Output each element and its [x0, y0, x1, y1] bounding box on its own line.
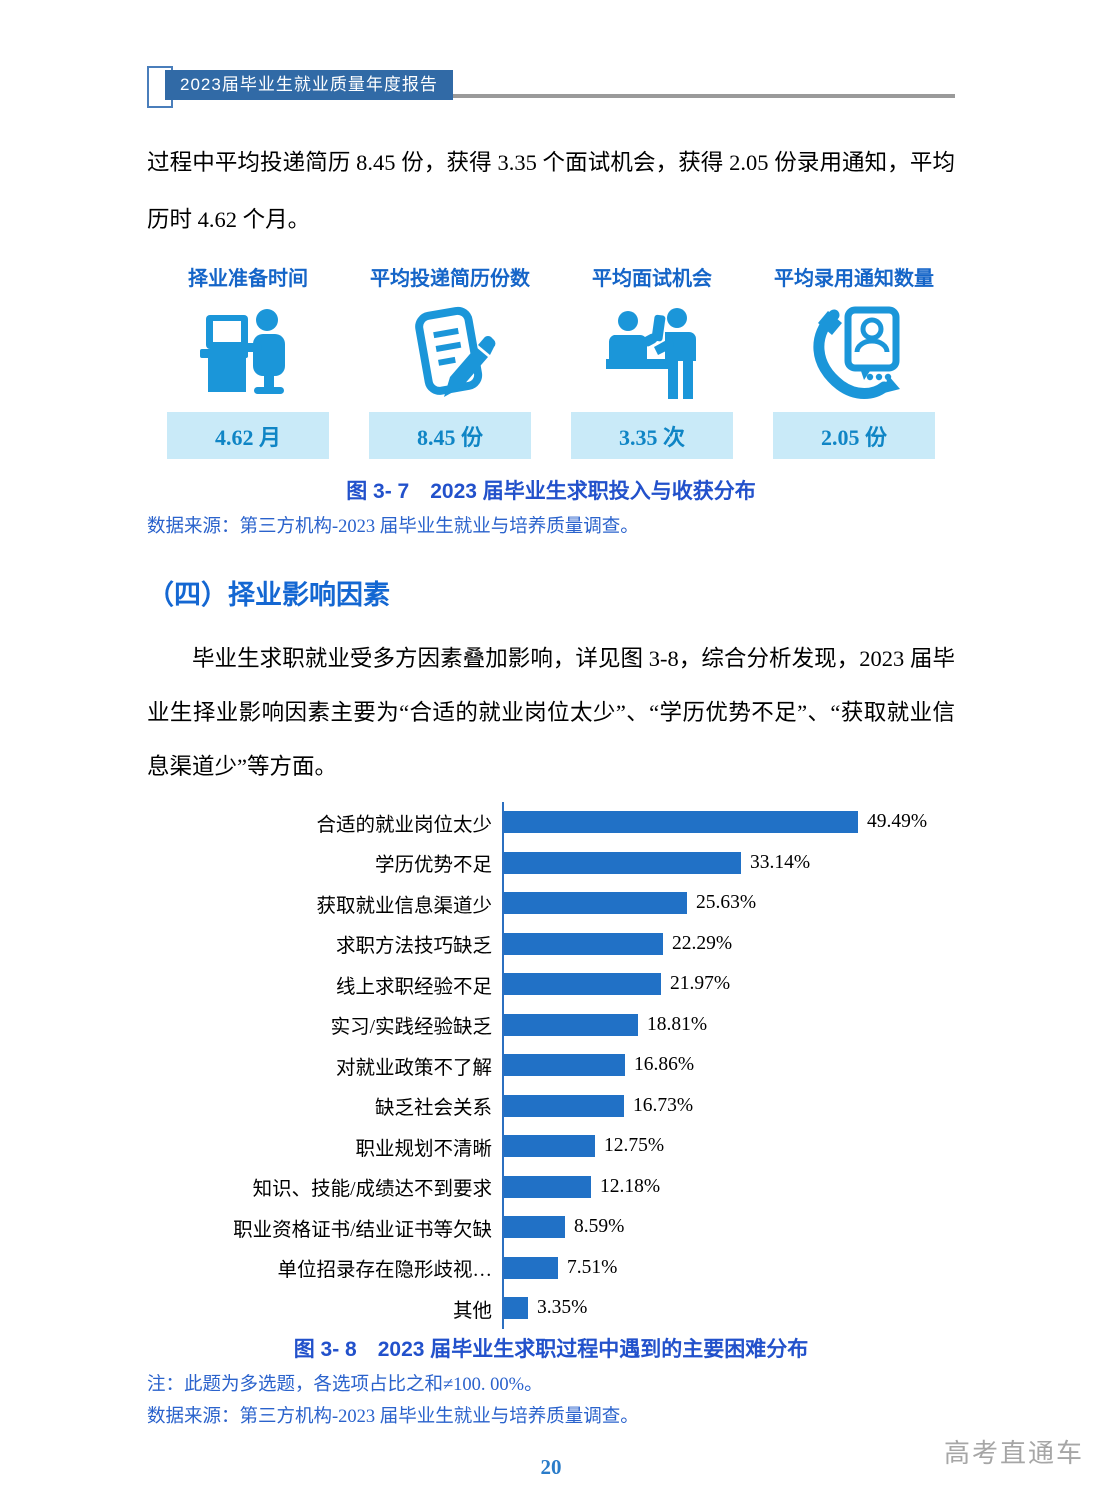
- chart-plot-area: 25.63%: [502, 883, 955, 924]
- chart-plot-area: 12.75%: [502, 1126, 955, 1167]
- watermark: 高考直通车: [943, 1438, 1084, 1468]
- desk-computer-user-icon: [198, 303, 298, 403]
- chart-category-label: 知识、技能/成绩达不到要求: [252, 1179, 492, 1201]
- chart-row: 实习/实践经验缺乏 18.81%: [147, 1004, 955, 1045]
- chart-bar: [504, 1094, 624, 1117]
- chart-bar: [504, 1135, 595, 1158]
- chart-bar: [504, 1216, 565, 1239]
- chart-row: 职业资格证书/结业证书等欠缺 8.59%: [147, 1207, 955, 1248]
- figure-3-8-source: 数据来源：第三方机构-2023 届毕业生就业与培养质量调查。: [147, 1406, 639, 1427]
- chart-value-label: 12.18%: [600, 1175, 661, 1197]
- chart-value-label: 49.49%: [867, 811, 928, 833]
- chart-value-label: 12.75%: [604, 1135, 665, 1157]
- chart-bar: [504, 1054, 625, 1077]
- figure-3-7-source: 数据来源：第三方机构-2023 届毕业生就业与培养质量调查。: [147, 517, 639, 537]
- chart-bar: [504, 892, 687, 915]
- chart-plot-area: 3.35%: [502, 1288, 955, 1329]
- chart-bar: [504, 1297, 528, 1320]
- chart-bar: [504, 1013, 638, 1036]
- chart-row: 合适的就业岗位太少 49.49%: [147, 802, 955, 843]
- chart-row: 线上求职经验不足 21.97%: [147, 964, 955, 1005]
- chart-category-label: 职业规划不清晰: [355, 1138, 492, 1160]
- chart-category-label: 获取就业信息渠道少: [316, 895, 492, 917]
- chart-category-label: 合适的就业岗位太少: [316, 814, 492, 836]
- figure-3-7-caption: 图 3- 7 2023 届毕业生求职投入与收获分布: [346, 480, 756, 503]
- page-number: 20: [540, 1454, 562, 1479]
- page-header: 2023届毕业生就业质量年度报告: [147, 66, 955, 112]
- chart-plot-area: 21.97%: [502, 964, 955, 1005]
- chart-category-label: 实习/实践经验缺乏: [330, 1017, 492, 1039]
- chart-bar: [504, 973, 661, 996]
- bar-chart-rows: 合适的就业岗位太少 49.49% 学历优势不足 33.14% 获取就业信息渠道少 25.6…: [147, 802, 955, 1329]
- bar-chart: 合适的就业岗位太少 49.49% 学历优势不足 33.14% 获取就业信息渠道少 25.6…: [147, 802, 955, 1329]
- section-paragraph: 毕业生求职就业受多方因素叠加影响，详见图 3-8，综合分析发现，2023 届毕业…: [147, 646, 955, 779]
- stat-title: 择业准备时间: [188, 268, 308, 290]
- chart-value-label: 3.35%: [537, 1297, 588, 1319]
- chart-category-label: 职业资格证书/结业证书等欠缺: [233, 1219, 492, 1241]
- chart-value-label: 16.86%: [634, 1054, 695, 1076]
- chart-value-label: 16.73%: [633, 1094, 694, 1116]
- chart-plot-area: 12.18%: [502, 1166, 955, 1207]
- chart-value-label: 21.97%: [670, 973, 731, 995]
- chart-category-label: 单位招录存在隐形歧视…: [277, 1260, 492, 1282]
- stats-row: 择业准备时间: [147, 262, 955, 459]
- chart-value-label: 18.81%: [647, 1013, 708, 1035]
- chart-category-label: 线上求职经验不足: [335, 976, 492, 998]
- chart-row: 知识、技能/成绩达不到要求 12.18%: [147, 1166, 955, 1207]
- report-title-badge: 2023届毕业生就业质量年度报告: [165, 70, 453, 100]
- chart-category-label: 缺乏社会关系: [374, 1098, 492, 1120]
- chart-row: 学历优势不足 33.14%: [147, 842, 955, 883]
- stat-card-prep-time: 择业准备时间: [147, 262, 349, 459]
- chart-plot-area: 8.59%: [502, 1207, 955, 1248]
- stat-value-box: 4.62 月: [167, 412, 329, 459]
- chart-row: 其他 3.35%: [147, 1288, 955, 1329]
- resume-pencil-icon: [400, 303, 500, 403]
- chart-plot-area: 18.81%: [502, 1004, 955, 1045]
- chart-bar: [504, 1256, 558, 1279]
- chart-value-label: 8.59%: [574, 1216, 625, 1238]
- stat-value-box: 8.45 份: [369, 412, 531, 459]
- phone-contact-card-icon: [804, 303, 904, 403]
- chart-plot-area: 33.14%: [502, 842, 955, 883]
- chart-bar: [504, 1175, 591, 1198]
- interview-desk-icon: [602, 303, 702, 403]
- chart-row: 职业规划不清晰 12.75%: [147, 1126, 955, 1167]
- intro-paragraph: 过程中平均投递简历 8.45 份，获得 3.35 个面试机会，获得 2.05 份…: [147, 150, 955, 232]
- chart-value-label: 7.51%: [567, 1256, 618, 1278]
- chart-row: 缺乏社会关系 16.73%: [147, 1085, 955, 1126]
- chart-row: 单位招录存在隐形歧视… 7.51%: [147, 1247, 955, 1288]
- chart-value-label: 25.63%: [696, 892, 757, 914]
- chart-plot-area: 49.49%: [502, 802, 955, 843]
- chart-row: 对就业政策不了解 16.86%: [147, 1045, 955, 1086]
- chart-value-label: 22.29%: [672, 932, 733, 954]
- chart-plot-area: 7.51%: [502, 1247, 955, 1288]
- figure-3-8-note: 注：此题为多选题，各选项占比之和≠100. 00%。: [147, 1374, 543, 1395]
- stat-card-offers: 平均录用通知数量: [753, 262, 955, 459]
- chart-category-label: 求职方法技巧缺乏: [335, 936, 492, 958]
- chart-bar: [504, 932, 663, 955]
- chart-category-label: 学历优势不足: [374, 855, 492, 877]
- chart-plot-area: 22.29%: [502, 923, 955, 964]
- page-content: 2023届毕业生就业质量年度报告 过程中平均投递简历 8.45 份，获得 3.3…: [147, 0, 955, 1480]
- stat-title: 平均投递简历份数: [370, 268, 530, 290]
- stat-title: 平均录用通知数量: [774, 268, 934, 290]
- chart-value-label: 33.14%: [750, 851, 811, 873]
- chart-row: 求职方法技巧缺乏 22.29%: [147, 923, 955, 964]
- chart-bar: [504, 811, 858, 834]
- chart-category-label: 对就业政策不了解: [335, 1057, 492, 1079]
- stat-card-interviews: 平均面试机会: [551, 262, 753, 459]
- stat-card-resumes: 平均投递简历份数 8.45 份: [349, 262, 551, 459]
- section-heading: （四）择业影响因素: [147, 580, 390, 610]
- chart-category-label: 其他: [452, 1300, 492, 1322]
- stat-title: 平均面试机会: [592, 268, 712, 290]
- chart-plot-area: 16.86%: [502, 1045, 955, 1086]
- header-rule: [345, 94, 955, 98]
- stat-value-box: 2.05 份: [773, 412, 935, 459]
- chart-row: 获取就业信息渠道少 25.63%: [147, 883, 955, 924]
- figure-3-8-caption: 图 3- 8 2023 届毕业生求职过程中遇到的主要困难分布: [293, 1337, 809, 1361]
- stat-value-box: 3.35 次: [571, 412, 733, 459]
- chart-bar: [504, 851, 741, 874]
- chart-plot-area: 16.73%: [502, 1085, 955, 1126]
